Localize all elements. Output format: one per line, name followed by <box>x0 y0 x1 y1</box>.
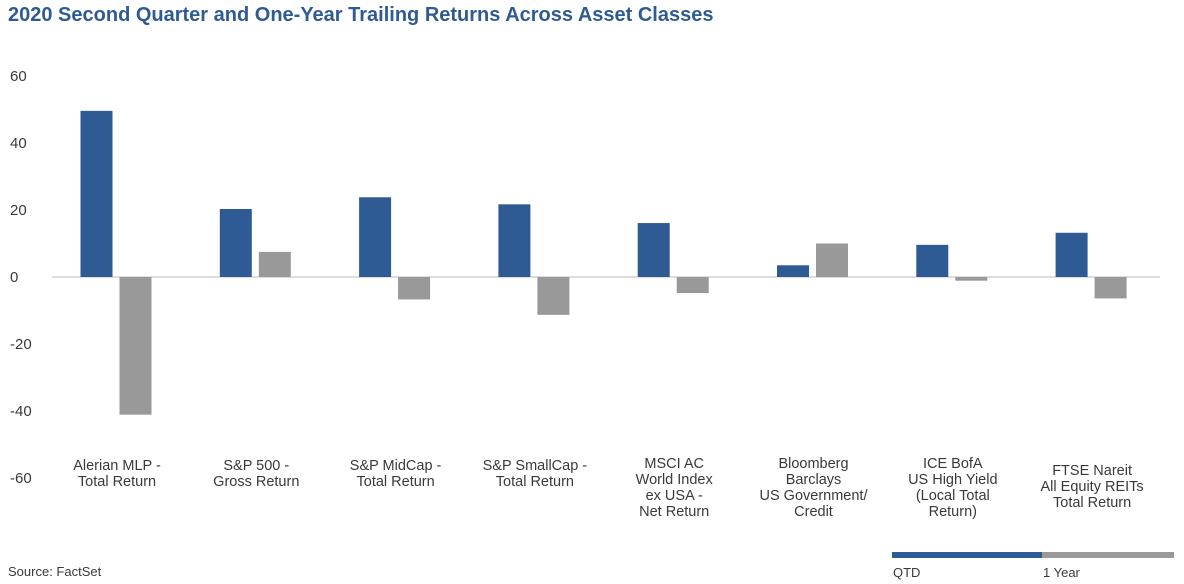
legend: QTD 1 Year <box>892 552 1174 580</box>
category-label: US High Yield <box>908 472 997 488</box>
category-label: Total Return <box>1053 495 1131 511</box>
category-label: US Government/ <box>760 488 869 504</box>
bars <box>80 110 1127 415</box>
bar-1-year <box>398 277 431 300</box>
bar-1-year <box>258 251 291 277</box>
y-axis-ticks: 60 40 20 0 -20 -40 -60 <box>10 68 32 487</box>
category-label: S&P SmallCap - <box>483 458 588 474</box>
legend-swatch-1-year <box>1042 552 1174 558</box>
category-label: ICE BofA <box>923 456 983 472</box>
bar-qtd <box>219 208 252 277</box>
category-label: Barclays <box>786 472 842 488</box>
category-label: Credit <box>794 504 833 520</box>
category-label: S&P 500 - <box>223 458 289 474</box>
y-tick-label: 20 <box>10 202 27 219</box>
bar-qtd <box>359 197 392 277</box>
bar-qtd <box>1055 232 1088 277</box>
legend-swatch-qtd <box>892 552 1042 558</box>
category-label: Total Return <box>496 474 574 490</box>
category-label: Return) <box>929 504 977 520</box>
bar-qtd <box>80 110 113 277</box>
source-note: Source: FactSet <box>8 564 102 579</box>
y-tick-label: -40 <box>10 403 32 420</box>
legend-label: QTD <box>893 565 920 580</box>
category-label: (Local Total <box>916 488 990 504</box>
category-label: Total Return <box>357 474 435 490</box>
bar-1-year <box>537 277 570 315</box>
bar-1-year <box>119 277 152 415</box>
bar-1-year <box>676 277 709 294</box>
category-label: Total Return <box>78 474 156 490</box>
category-label: Net Return <box>639 504 709 520</box>
category-label: MSCI AC <box>644 456 704 472</box>
bar-1-year <box>816 243 848 277</box>
y-tick-label: -60 <box>10 470 32 487</box>
y-tick-label: 40 <box>10 135 27 152</box>
bar-qtd <box>637 223 670 277</box>
category-label: S&P MidCap - <box>350 458 442 474</box>
category-label: Alerian MLP - <box>73 458 161 474</box>
category-label: Bloomberg <box>778 456 848 472</box>
bar-1-year <box>955 277 988 281</box>
bar-qtd <box>777 265 809 277</box>
bar-qtd <box>916 244 949 277</box>
y-tick-label: 60 <box>10 68 27 85</box>
category-label: All Equity REITs <box>1041 479 1144 495</box>
legend-label: 1 Year <box>1043 565 1081 580</box>
y-tick-label: 0 <box>10 269 18 286</box>
y-tick-label: -20 <box>10 336 32 353</box>
bar-1-year <box>1094 277 1127 299</box>
category-label: World Index <box>636 472 714 488</box>
chart-title: 2020 Second Quarter and One-Year Trailin… <box>8 4 714 26</box>
bar-qtd <box>498 204 531 277</box>
category-label: FTSE Nareit <box>1052 463 1132 479</box>
category-label: ex USA - <box>646 488 703 504</box>
category-label: Gross Return <box>213 474 299 490</box>
